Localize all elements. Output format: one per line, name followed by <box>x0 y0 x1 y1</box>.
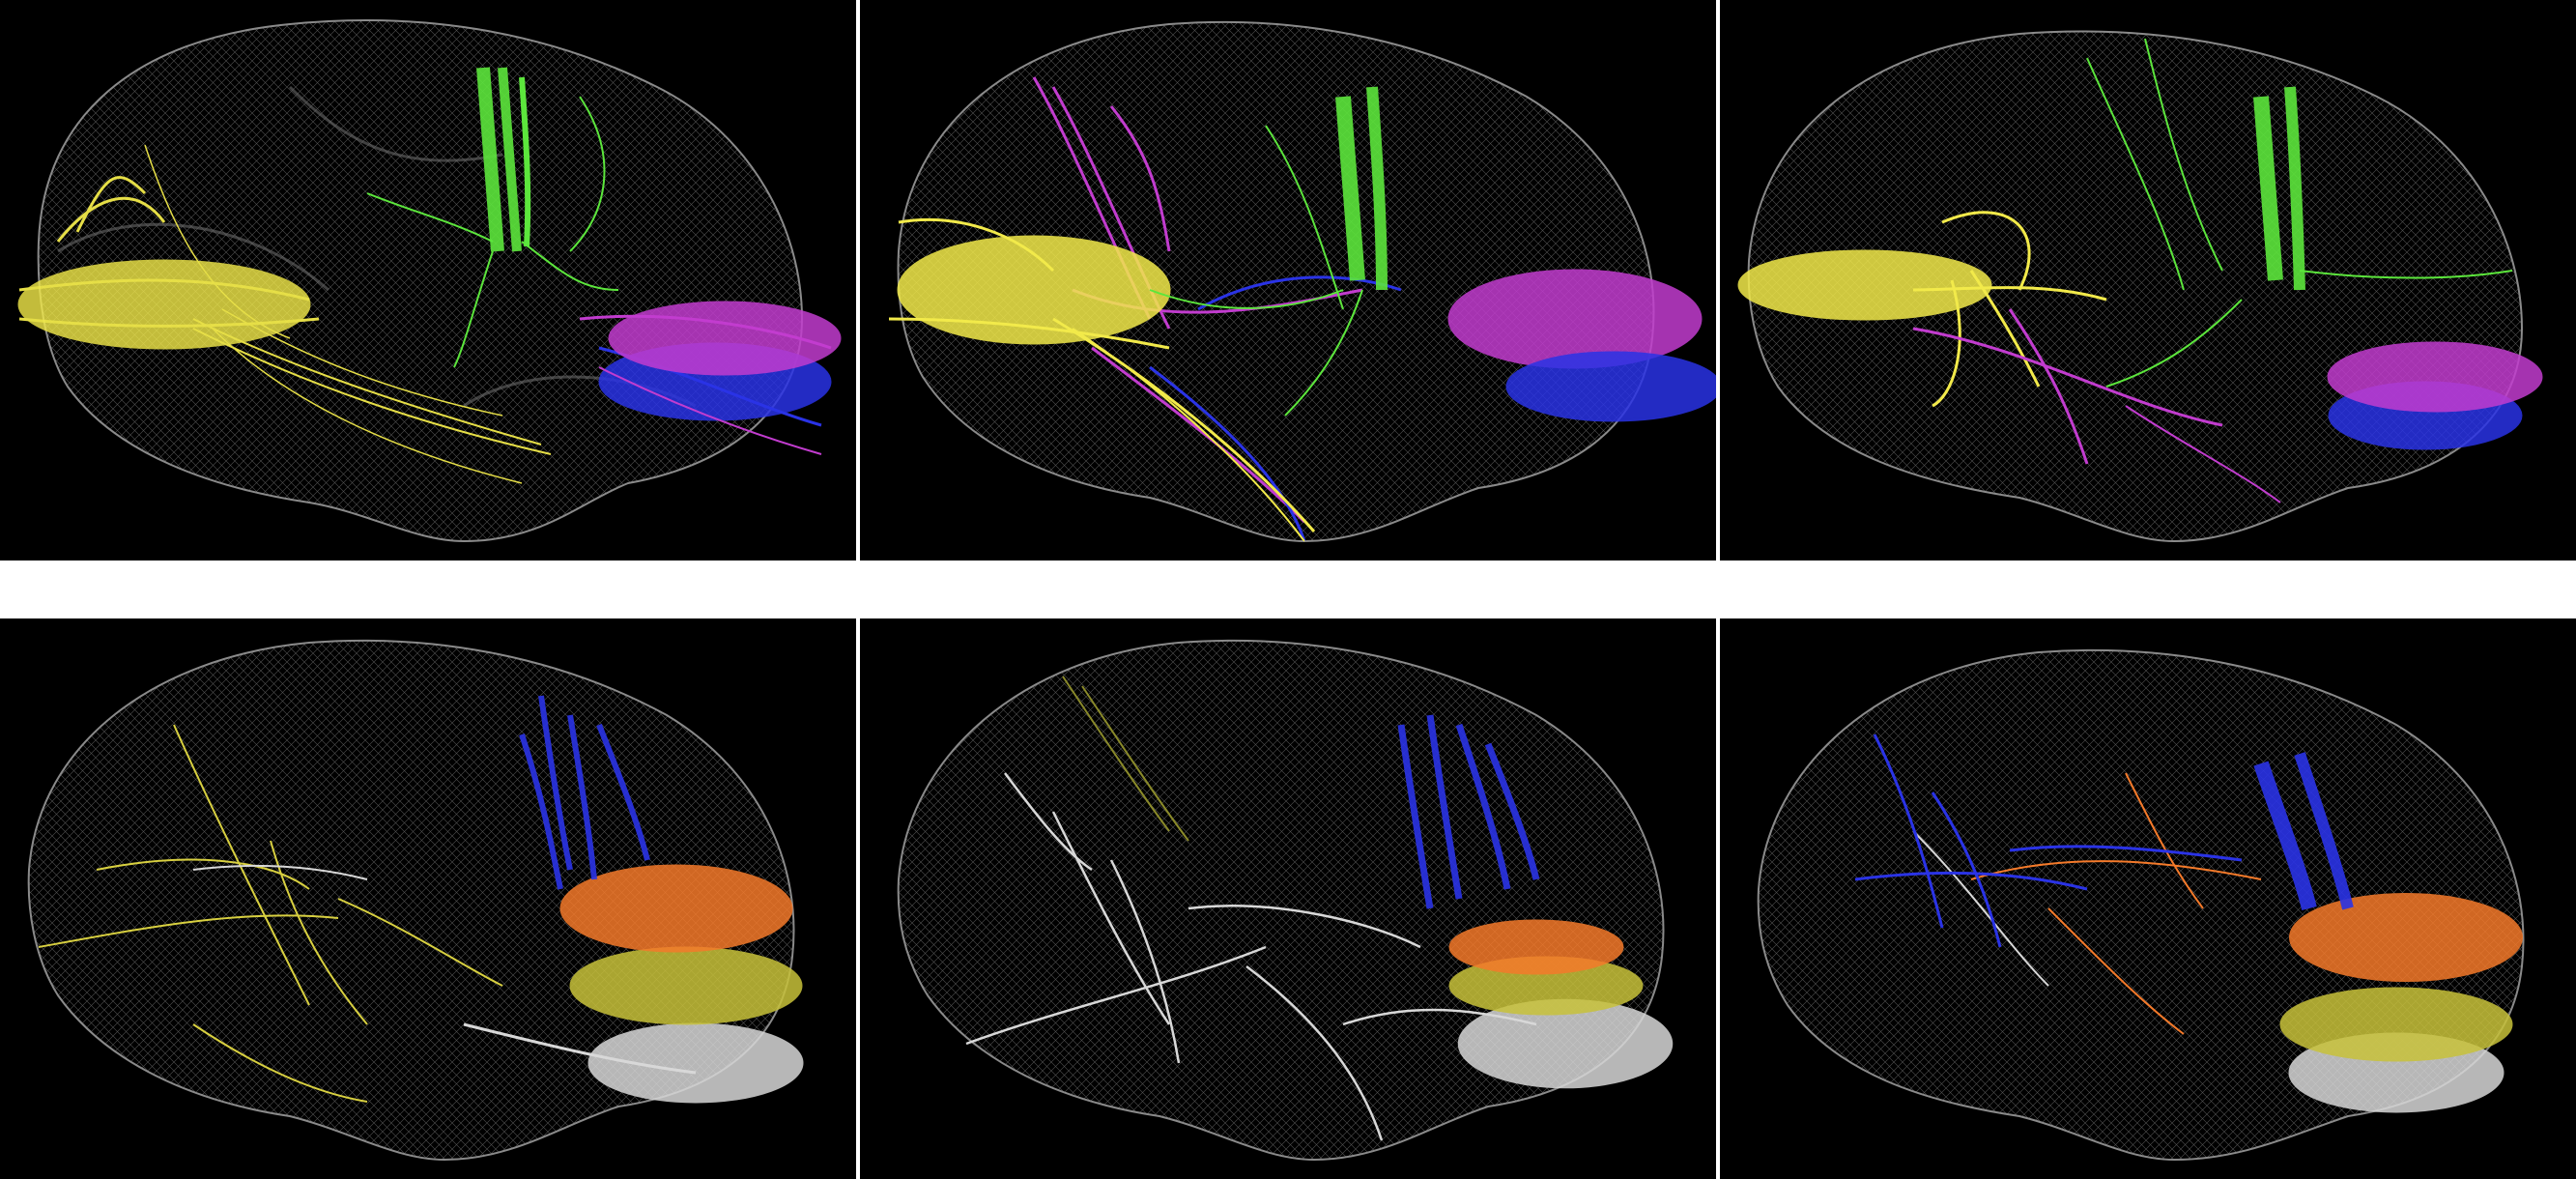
tractography-panel-1 <box>0 0 856 561</box>
white-fiber-bundle <box>965 772 1674 1141</box>
yellow-fiber-bundle <box>17 144 552 484</box>
tractography-panel-5 <box>860 618 1716 1179</box>
orange-fiber-bundle <box>559 864 793 953</box>
tractography-panel-3 <box>1720 0 2576 561</box>
blue-fiber-bundle <box>1397 714 1540 909</box>
brain-render-4 <box>27 639 804 1162</box>
tractography-panel-4 <box>0 618 856 1179</box>
olive-fiber-bundle <box>1062 676 1189 842</box>
blue-fiber-bundle <box>519 695 650 890</box>
brain-render-1 <box>17 19 842 543</box>
green-fiber-bundle <box>366 67 619 368</box>
orange-fiber-bundle <box>1970 772 2523 1035</box>
white-fiber-bundle <box>192 864 804 1104</box>
brain-render-2 <box>888 20 1716 543</box>
green-fiber-bundle <box>2086 38 2513 388</box>
tractography-panel-2 <box>860 0 1716 561</box>
tractography-panel-6 <box>1720 618 2576 1179</box>
yellow-fiber-bundle <box>38 724 503 1103</box>
olive-fiber-bundle <box>569 946 803 1025</box>
purple-fiber-bundle <box>1912 308 2543 503</box>
yellow-fiber-bundle <box>888 218 1316 542</box>
brain-outline <box>37 19 804 543</box>
yellow-fiber-bundle <box>1737 211 2107 408</box>
brain-render-3 <box>1737 30 2543 543</box>
orange-fiber-bundle <box>1448 919 1624 975</box>
blue-fiber-bundle <box>1854 733 2354 948</box>
brain-render-5 <box>897 639 1674 1162</box>
olive-fiber-bundle <box>2279 987 2513 1062</box>
green-fiber-bundle <box>1149 86 1388 417</box>
brain-render-6 <box>1757 648 2525 1162</box>
purple-fiber-bundle <box>579 301 842 455</box>
